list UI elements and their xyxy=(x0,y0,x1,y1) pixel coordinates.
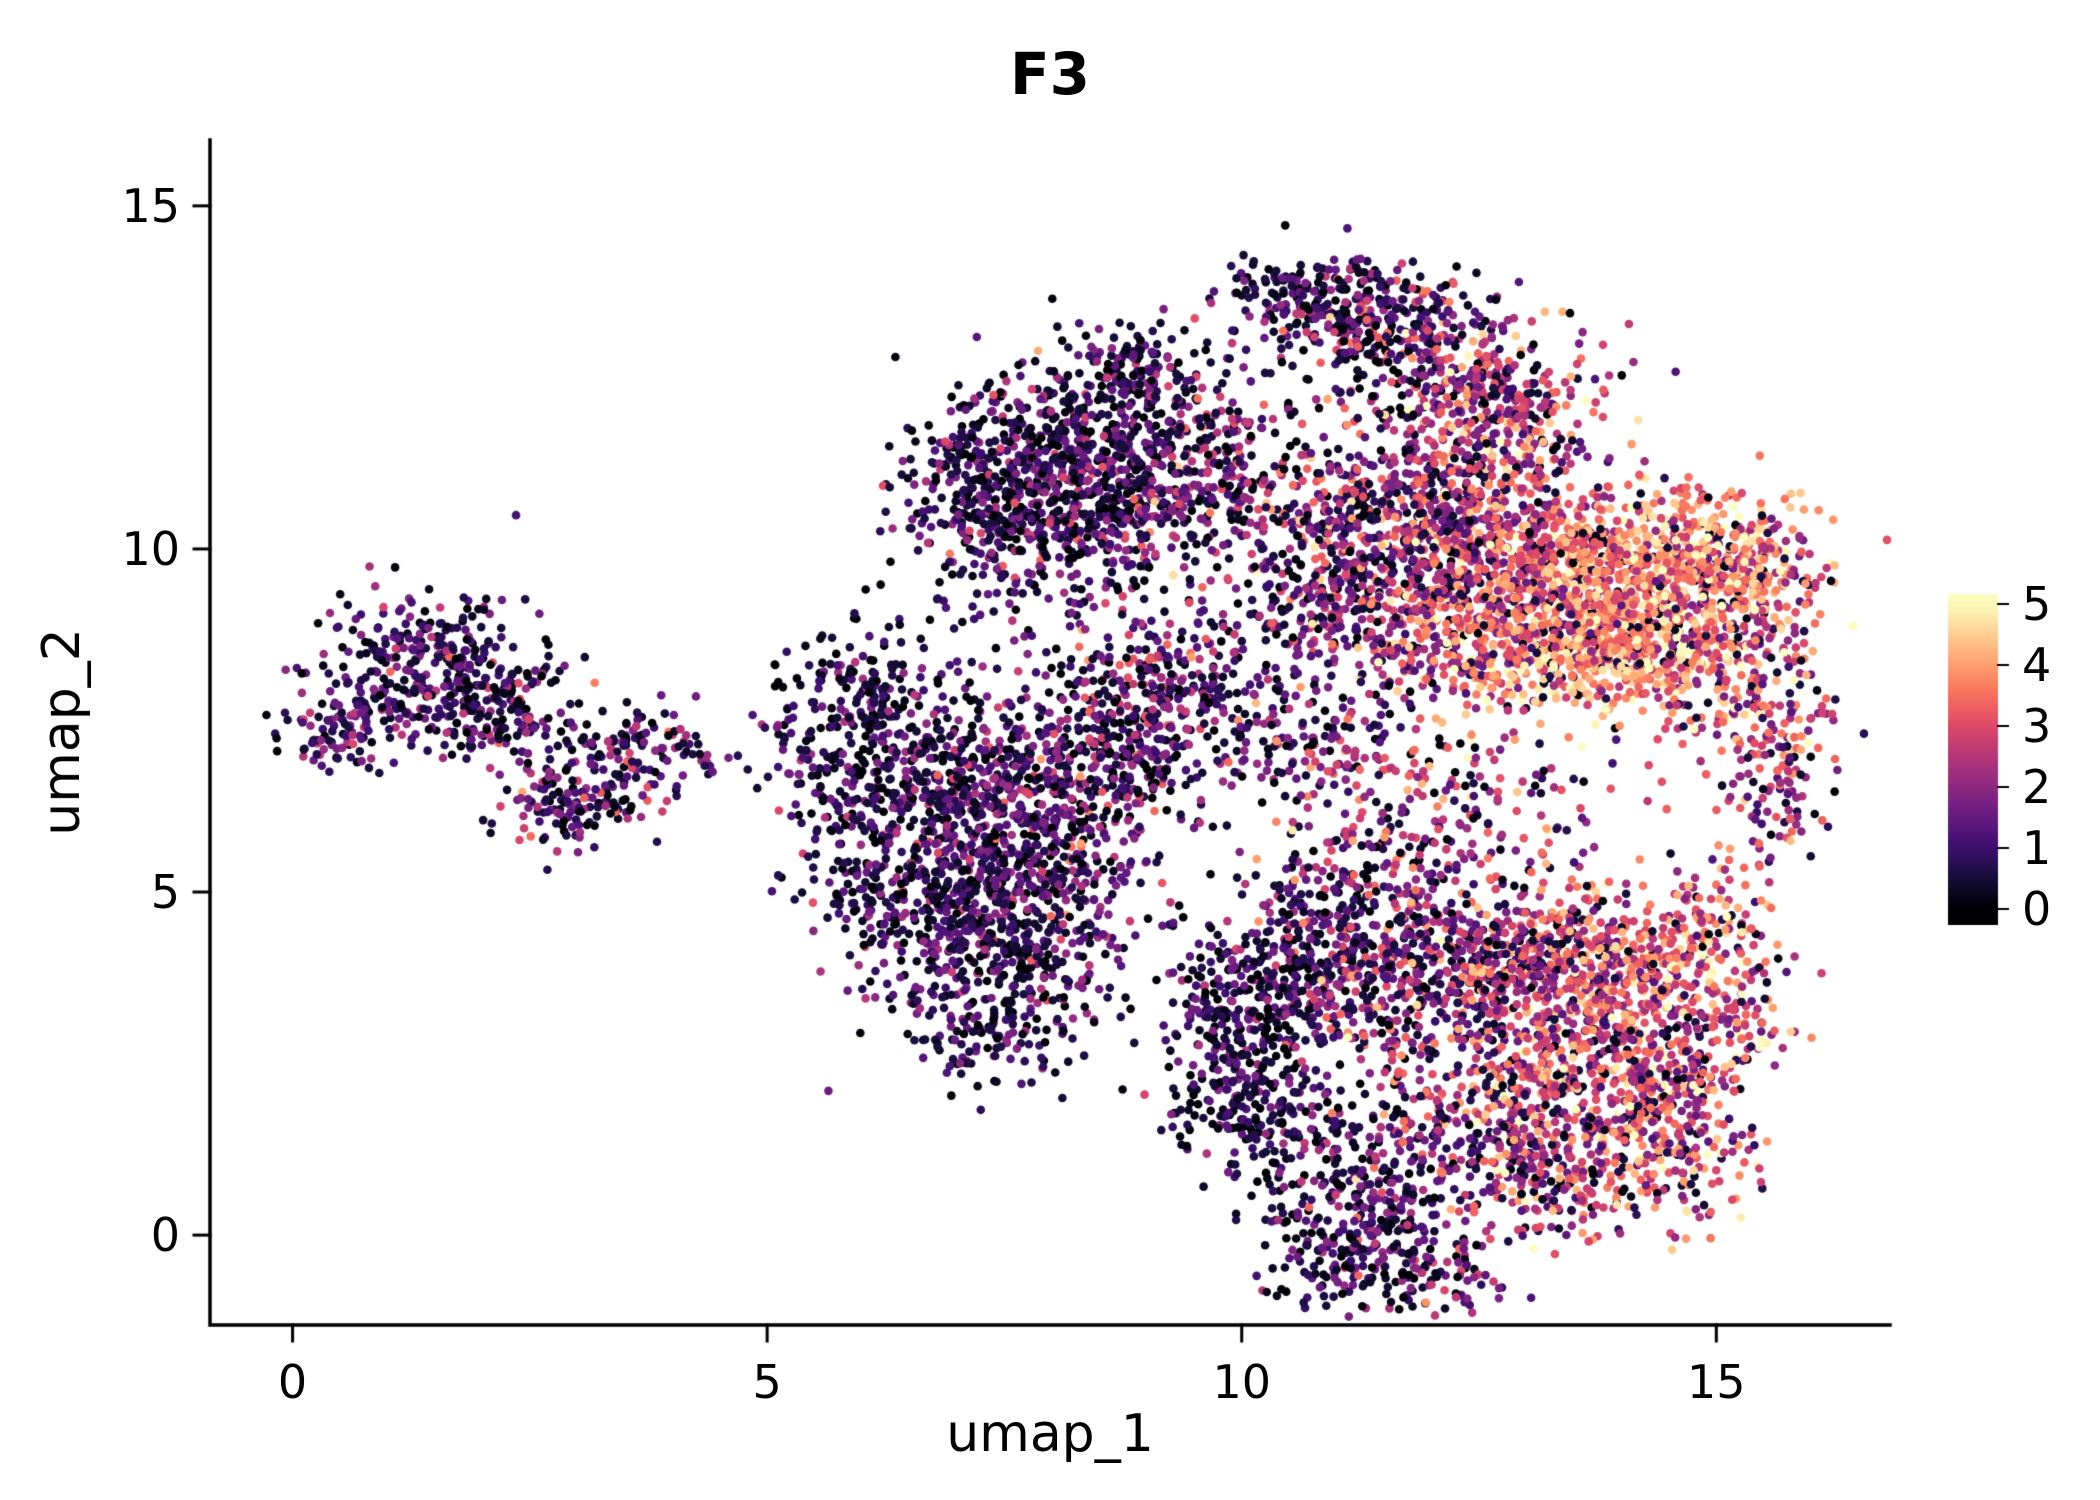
y-tick-label: 15 xyxy=(121,178,180,233)
y-tick-label: 10 xyxy=(121,521,180,576)
x-tick-label: 0 xyxy=(277,1355,308,1409)
y-axis-label: umap_2 xyxy=(32,628,92,836)
x-tick-label: 15 xyxy=(1687,1355,1746,1409)
x-tick-label: 5 xyxy=(752,1355,782,1409)
y-tick-label: 0 xyxy=(150,1208,180,1263)
colorbar-tick-label: 4 xyxy=(2022,638,2052,692)
colorbar-tick-label: 5 xyxy=(2022,577,2052,631)
colorbar-tick-label: 3 xyxy=(2022,699,2052,753)
chart-title: F3 xyxy=(1010,40,1090,108)
colorbar-tick-label: 0 xyxy=(2022,882,2052,936)
y-tick-label: 5 xyxy=(150,865,180,920)
colorbar-tick-label: 1 xyxy=(2022,821,2052,875)
x-axis-label: umap_1 xyxy=(946,1404,1154,1464)
x-tick-label: 10 xyxy=(1212,1355,1271,1409)
colorbar-tick-label: 2 xyxy=(2022,760,2052,814)
